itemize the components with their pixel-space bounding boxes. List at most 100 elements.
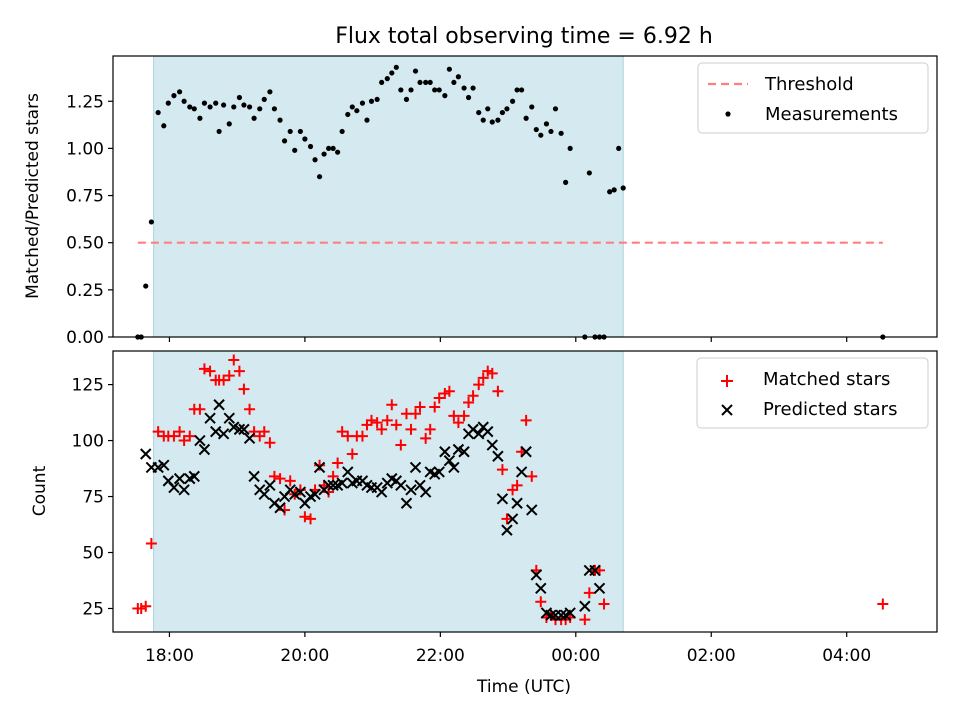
measurement-point (563, 179, 569, 185)
matched-stars-point (579, 614, 591, 626)
matched-stars-point (346, 448, 358, 460)
measurement-point (533, 126, 539, 133)
matched-stars-point (381, 414, 393, 426)
matched-stars-point (223, 370, 235, 382)
predicted-stars-point (168, 481, 180, 494)
matched-stars-point (198, 363, 210, 375)
matched-stars-point (598, 598, 610, 610)
measurement-point (312, 157, 318, 163)
matched-stars-point (535, 596, 547, 608)
measurement-point (236, 94, 243, 101)
predicted-stars-point (204, 412, 216, 424)
predicted-stars-point (258, 488, 270, 501)
predicted-stars-point (375, 486, 388, 498)
measurement-point (165, 100, 171, 106)
measurement-point (307, 143, 314, 150)
measurement-point (197, 115, 203, 121)
x-tick-label: 18:00 (145, 646, 194, 666)
figure-title: Flux total observing time = 6.92 h (335, 24, 713, 49)
x-tick-label: 20:00 (280, 646, 329, 666)
bottom-legend: Matched stars Predicted stars (696, 357, 929, 429)
top-legend-box (697, 62, 929, 134)
measurement-point (567, 145, 573, 152)
matched-stars-point (356, 430, 368, 442)
matched-stars-point (420, 432, 432, 444)
matched-stars-point (218, 374, 230, 386)
predicted-stars-point (140, 448, 152, 460)
measurement-point (368, 98, 375, 104)
predicted-stars-point (579, 600, 591, 612)
measurement-point (412, 68, 419, 74)
matched-stars-point (877, 598, 889, 610)
predicted-stars-point (535, 582, 547, 595)
legend-measurements-swatch (725, 111, 731, 117)
matched-stars-point (583, 587, 595, 599)
matched-stars-point (371, 417, 383, 429)
observing-window-shade (153, 351, 624, 632)
predicted-stars-point (313, 461, 326, 474)
measurement-point (287, 128, 293, 135)
measurement-point (427, 79, 433, 86)
measurement-point (455, 74, 462, 80)
predicted-stars-point (210, 425, 222, 438)
measurement-point (607, 189, 613, 195)
measurement-point (465, 94, 472, 101)
measurement-point (620, 185, 626, 191)
predicted-stars-point (501, 524, 513, 536)
predicted-stars-point (448, 461, 460, 474)
matched-stars-point (168, 430, 180, 442)
measurement-point (403, 96, 410, 102)
y-tick-label: 1.25 (66, 92, 104, 112)
measurement-point (257, 106, 263, 112)
legend-predicted-swatch (721, 404, 733, 416)
predicted-stars-point (194, 434, 206, 447)
measurement-point (470, 85, 476, 91)
matched-stars-point (299, 511, 311, 523)
measurement-point (374, 96, 380, 102)
matched-stars-point (248, 426, 260, 438)
measurement-point (519, 87, 525, 93)
matched-stars-point (386, 399, 398, 411)
measurement-point (611, 187, 617, 193)
predicted-stars-point (506, 513, 519, 525)
top-panel: 0.00 0.25 0.50 0.75 1.00 1.25 Matched/Predict… (23, 55, 938, 348)
measurement-point (558, 130, 564, 136)
matched-stars-point (414, 401, 426, 413)
matched-stars-point (443, 385, 455, 397)
matched-stars-point (376, 423, 388, 435)
bottom-axes-frame (112, 350, 938, 633)
measurement-point (251, 115, 257, 121)
measurement-point (543, 121, 550, 127)
measurement-point (451, 79, 457, 86)
predicted-stars-point (409, 461, 422, 474)
measurement-point (246, 104, 253, 110)
measurement-point (423, 79, 429, 86)
measurement-point (393, 64, 399, 70)
measurement-point (261, 96, 267, 102)
y-tick-label: 25 (82, 599, 104, 619)
measurement-point (417, 79, 423, 86)
predicted-stars-point (589, 564, 601, 577)
measurement-point (277, 117, 283, 123)
predicted-stars-point (526, 504, 538, 516)
matched-stars-point (228, 354, 240, 366)
matched-stars-point (390, 419, 402, 431)
measurement-point (187, 104, 193, 110)
x-tick-label: 22:00 (416, 646, 465, 666)
measurement-point (321, 151, 327, 157)
measurement-point (509, 98, 516, 104)
matched-stars-point (284, 475, 296, 487)
matched-stars-point (204, 365, 216, 377)
matched-stars-point (145, 538, 157, 550)
x-tick-label: 00:00 (551, 646, 600, 666)
predicted-stars-point (223, 412, 235, 424)
predicted-stars-point (322, 479, 335, 492)
matched-stars-point (365, 414, 377, 426)
measurement-point (523, 115, 529, 121)
matched-stars-point (405, 423, 417, 435)
measurement-point (339, 128, 345, 135)
measurement-point (191, 106, 197, 112)
x-tick-label: 02:00 (687, 646, 736, 666)
measurement-point (216, 128, 222, 135)
